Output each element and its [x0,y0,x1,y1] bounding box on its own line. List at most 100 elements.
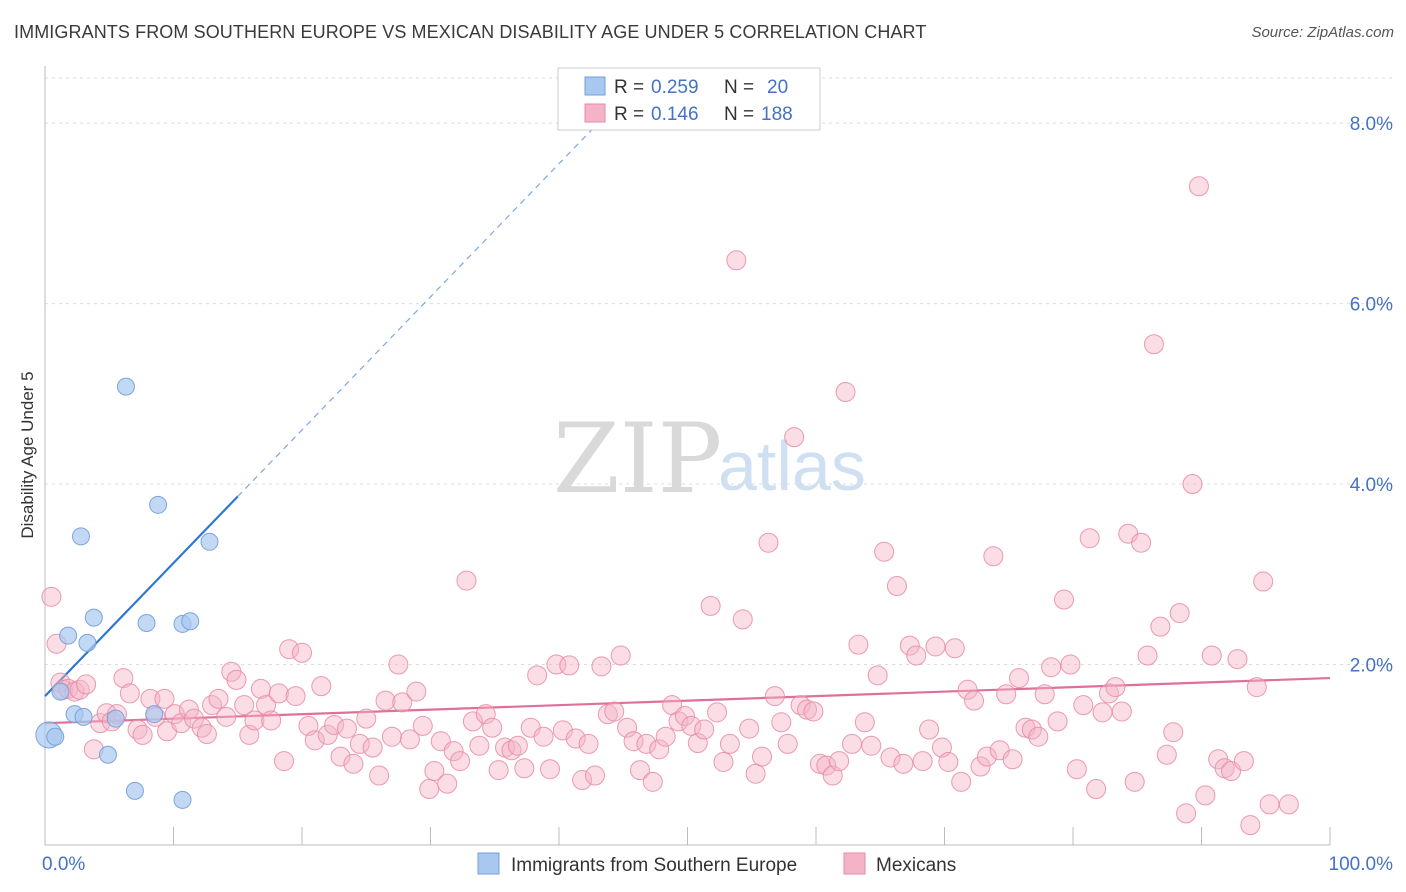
point-mexicans-164 [1073,695,1094,716]
point-mexicans-45 [311,676,332,697]
point-mexicans-108 [713,751,734,772]
point-mexicans-44 [304,730,325,751]
point-mexicans-132 [867,665,888,686]
trendline-southern-europe-solid [44,495,239,697]
point-mexicans-136 [893,753,914,774]
point-mexicans-110 [726,250,747,271]
point-southern-europe-11 [116,377,135,396]
point-mexicans-25 [191,717,212,738]
legend-r-value-1: 0.259 [651,77,699,98]
point-mexicans-116 [764,686,785,707]
point-mexicans-60 [406,681,427,702]
point-mexicans-112 [739,718,760,739]
point-mexicans-122 [803,701,824,722]
point-mexicans-84 [559,655,580,676]
point-mexicans-32 [234,695,255,716]
point-mexicans-80 [533,726,554,747]
point-mexicans-167 [1092,702,1113,723]
point-mexicans-115 [758,532,779,553]
point-mexicans-101 [668,711,689,732]
point-mexicans-141 [925,636,946,657]
series-legend: Immigrants from Southern Europe Mexicans [477,852,956,876]
point-mexicans-76 [507,735,528,756]
point-mexicans-146 [957,679,978,700]
point-southern-europe-7 [78,633,97,652]
point-mexicans-73 [488,760,509,781]
point-mexicans-104 [687,733,708,754]
point-mexicans-177 [1156,744,1177,765]
point-mexicans-127 [835,382,856,403]
point-mexicans-113 [745,763,766,784]
point-mexicans-91 [604,701,625,722]
point-southern-europe-9 [98,745,117,764]
point-southern-europe-10 [106,709,125,728]
point-mexicans-128 [841,733,862,754]
point-mexicans-178 [1163,722,1184,743]
point-mexicans-161 [1054,589,1075,610]
point-mexicans-183 [1195,785,1216,806]
point-mexicans-181 [1182,474,1203,495]
point-mexicans-194 [1278,794,1299,815]
point-mexicans-152 [996,684,1017,705]
chart-title: IMMIGRANTS FROM SOUTHERN EUROPE VS MEXIC… [14,22,927,42]
point-mexicans-162 [1060,654,1081,675]
point-mexicans-13 [113,668,134,689]
point-mexicans-106 [700,595,721,616]
point-mexicans-123 [809,753,830,774]
bottom-legend-swatch-southern-europe [477,852,500,875]
point-mexicans-117 [771,712,792,733]
point-mexicans-66 [443,741,464,762]
point-mexicans-107 [707,702,728,723]
point-southern-europe-19 [200,532,219,551]
data-points [35,176,1299,836]
point-mexicans-119 [784,427,805,448]
point-southern-europe-14 [145,705,164,724]
bottom-legend-label-southern-europe: Immigrants from Southern Europe [511,855,797,876]
point-mexicans-41 [285,686,306,707]
y-tick-label-3: 8.0% [1350,114,1393,135]
legend-r-label-1: R = [614,77,644,98]
point-mexicans-192 [1253,571,1274,592]
watermark-atlas: atlas [718,427,866,505]
point-mexicans-39 [274,751,295,772]
point-mexicans-174 [1137,645,1158,666]
bottom-legend-swatch-mexicans [843,852,866,875]
point-mexicans-154 [1009,668,1030,689]
point-mexicans-130 [854,712,875,733]
point-mexicans-182 [1188,176,1209,197]
point-mexicans-144 [944,638,965,659]
point-mexicans-153 [1002,749,1023,770]
bottom-legend-label-mexicans: Mexicans [876,855,956,876]
point-mexicans-47 [324,714,345,735]
legend-r-label-2: R = [614,104,644,125]
point-mexicans-86 [572,770,593,791]
point-mexicans-93 [617,717,638,738]
point-mexicans-56 [381,726,402,747]
point-mexicans-172 [1124,771,1145,792]
point-mexicans-137 [899,635,920,656]
point-mexicans-58 [392,692,413,713]
legend-swatch-mexicans [584,103,606,123]
point-mexicans-111 [732,609,753,630]
point-mexicans-135 [886,576,907,597]
point-southern-europe-6 [74,707,93,726]
point-mexicans-109 [719,733,740,754]
point-mexicans-26 [196,724,217,745]
point-mexicans-83 [552,720,573,741]
point-mexicans-65 [437,773,458,794]
x-tick-label-1: 100.0% [1329,854,1394,875]
y-tick-label-1: 4.0% [1350,475,1393,496]
point-mexicans-38 [268,683,289,704]
point-mexicans-191 [1246,677,1267,698]
point-mexicans-180 [1176,803,1197,824]
point-mexicans-95 [629,760,650,781]
point-mexicans-147 [964,690,985,711]
legend-n-label-2: N = [724,104,754,125]
point-southern-europe-2 [51,682,70,701]
legend-n-value-2: 188 [761,104,793,125]
point-mexicans-14 [119,683,140,704]
legend-n-value-1: 20 [767,77,788,98]
point-mexicans-96 [636,733,657,754]
point-southern-europe-12 [125,781,144,800]
